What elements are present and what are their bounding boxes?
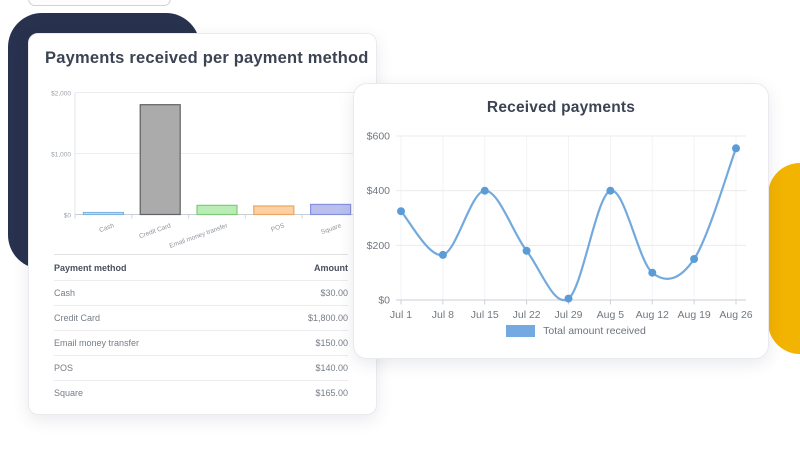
x-tick-label: Jul 1: [390, 309, 412, 321]
line-chart-title: Received payments: [486, 99, 636, 116]
cell-amount: $150.00: [253, 330, 348, 356]
cell-payment-method: POS: [54, 355, 254, 381]
y-tick-label: $0: [64, 213, 72, 220]
x-tick-label: Aug 26: [719, 309, 752, 321]
table-row: Cash $30.00: [54, 280, 348, 306]
table-row: Email money transfer $150.00: [54, 330, 348, 356]
table-header-row: Payment method Amount: [54, 254, 348, 281]
legend-swatch: [506, 325, 536, 337]
payments-per-method-card: Payments received per payment method $0 $…: [28, 33, 377, 415]
y-tick-label: $2,000: [51, 91, 71, 98]
y-tick-label: $0: [378, 295, 390, 307]
x-tick-label: Aug 5: [597, 309, 625, 321]
x-category-label: Email money transfer: [169, 222, 230, 250]
table-row: Square $165.00: [54, 381, 348, 406]
cell-payment-method: Email money transfer: [54, 330, 254, 356]
data-point: [732, 144, 740, 153]
x-tick-label: Aug 19: [677, 309, 710, 321]
x-tick-label: Jul 8: [432, 309, 454, 321]
cell-amount: $165.00: [315, 388, 348, 398]
y-tick-label: $1,000: [51, 152, 71, 159]
bar-email-money-transfer: [196, 204, 238, 216]
bar-cash: [82, 211, 125, 216]
table-row: POS $140.00: [54, 355, 348, 381]
x-category-label: Credit Card: [138, 222, 172, 240]
data-point: [564, 294, 573, 303]
data-point: [397, 207, 405, 216]
chart-legend: Total amount received: [354, 325, 768, 337]
payments-table-body: Cash $30.00 Credit Card $1,800.00 Email mone…: [54, 280, 348, 406]
cell-amount: $30.00: [253, 280, 348, 306]
bar-chart-title: Payments received per payment method: [45, 49, 369, 67]
y-tick-label: $400: [367, 185, 391, 197]
bar-square: [310, 203, 352, 216]
data-point: [606, 186, 615, 195]
x-category-label: Cash: [98, 222, 115, 234]
x-category-label: Square: [320, 222, 342, 236]
data-point: [648, 268, 657, 277]
bar-pos: [253, 205, 295, 216]
header-amount: Amount: [253, 254, 348, 281]
cell-amount: $1,800.00: [253, 305, 348, 331]
x-tick-label: Jul 29: [554, 309, 582, 321]
cell-payment-method: Credit Card: [54, 305, 254, 331]
data-point: [522, 246, 531, 255]
data-point: [438, 250, 447, 259]
cell-amount: $140.00: [253, 355, 348, 381]
y-tick-label: $200: [367, 240, 391, 252]
header-payment-method: Payment method: [54, 254, 254, 281]
data-point: [480, 186, 489, 195]
payments-table-header: Payment method Amount: [54, 254, 348, 281]
x-tick-label: Jul 22: [513, 309, 541, 321]
legend-label: Total amount received: [543, 325, 646, 337]
x-tick-label: Aug 12: [636, 309, 669, 321]
payments-table: Payment method Amount Cash $30.00 Credit C…: [54, 254, 348, 405]
yellow-decor-shape: [768, 163, 800, 354]
background-card-sliver: [28, 0, 171, 6]
table-row: Credit Card $1,800.00: [54, 305, 348, 331]
x-category-label: POS: [270, 222, 286, 233]
cell-payment-method: Square: [54, 388, 84, 398]
y-tick-label: $600: [367, 131, 391, 143]
x-tick-label: Jul 15: [471, 309, 499, 321]
received-payments-card: Received payments $0 $200 $400 $600 Jul 1 Jul…: [353, 83, 769, 359]
cell-payment-method: Cash: [54, 280, 254, 306]
bar-credit-card: [139, 104, 181, 216]
line-chart: $0 $200 $400 $600 Jul 1 Jul 8 Jul 15 Jul 22 Jul …: [367, 131, 753, 322]
data-point: [690, 255, 699, 263]
